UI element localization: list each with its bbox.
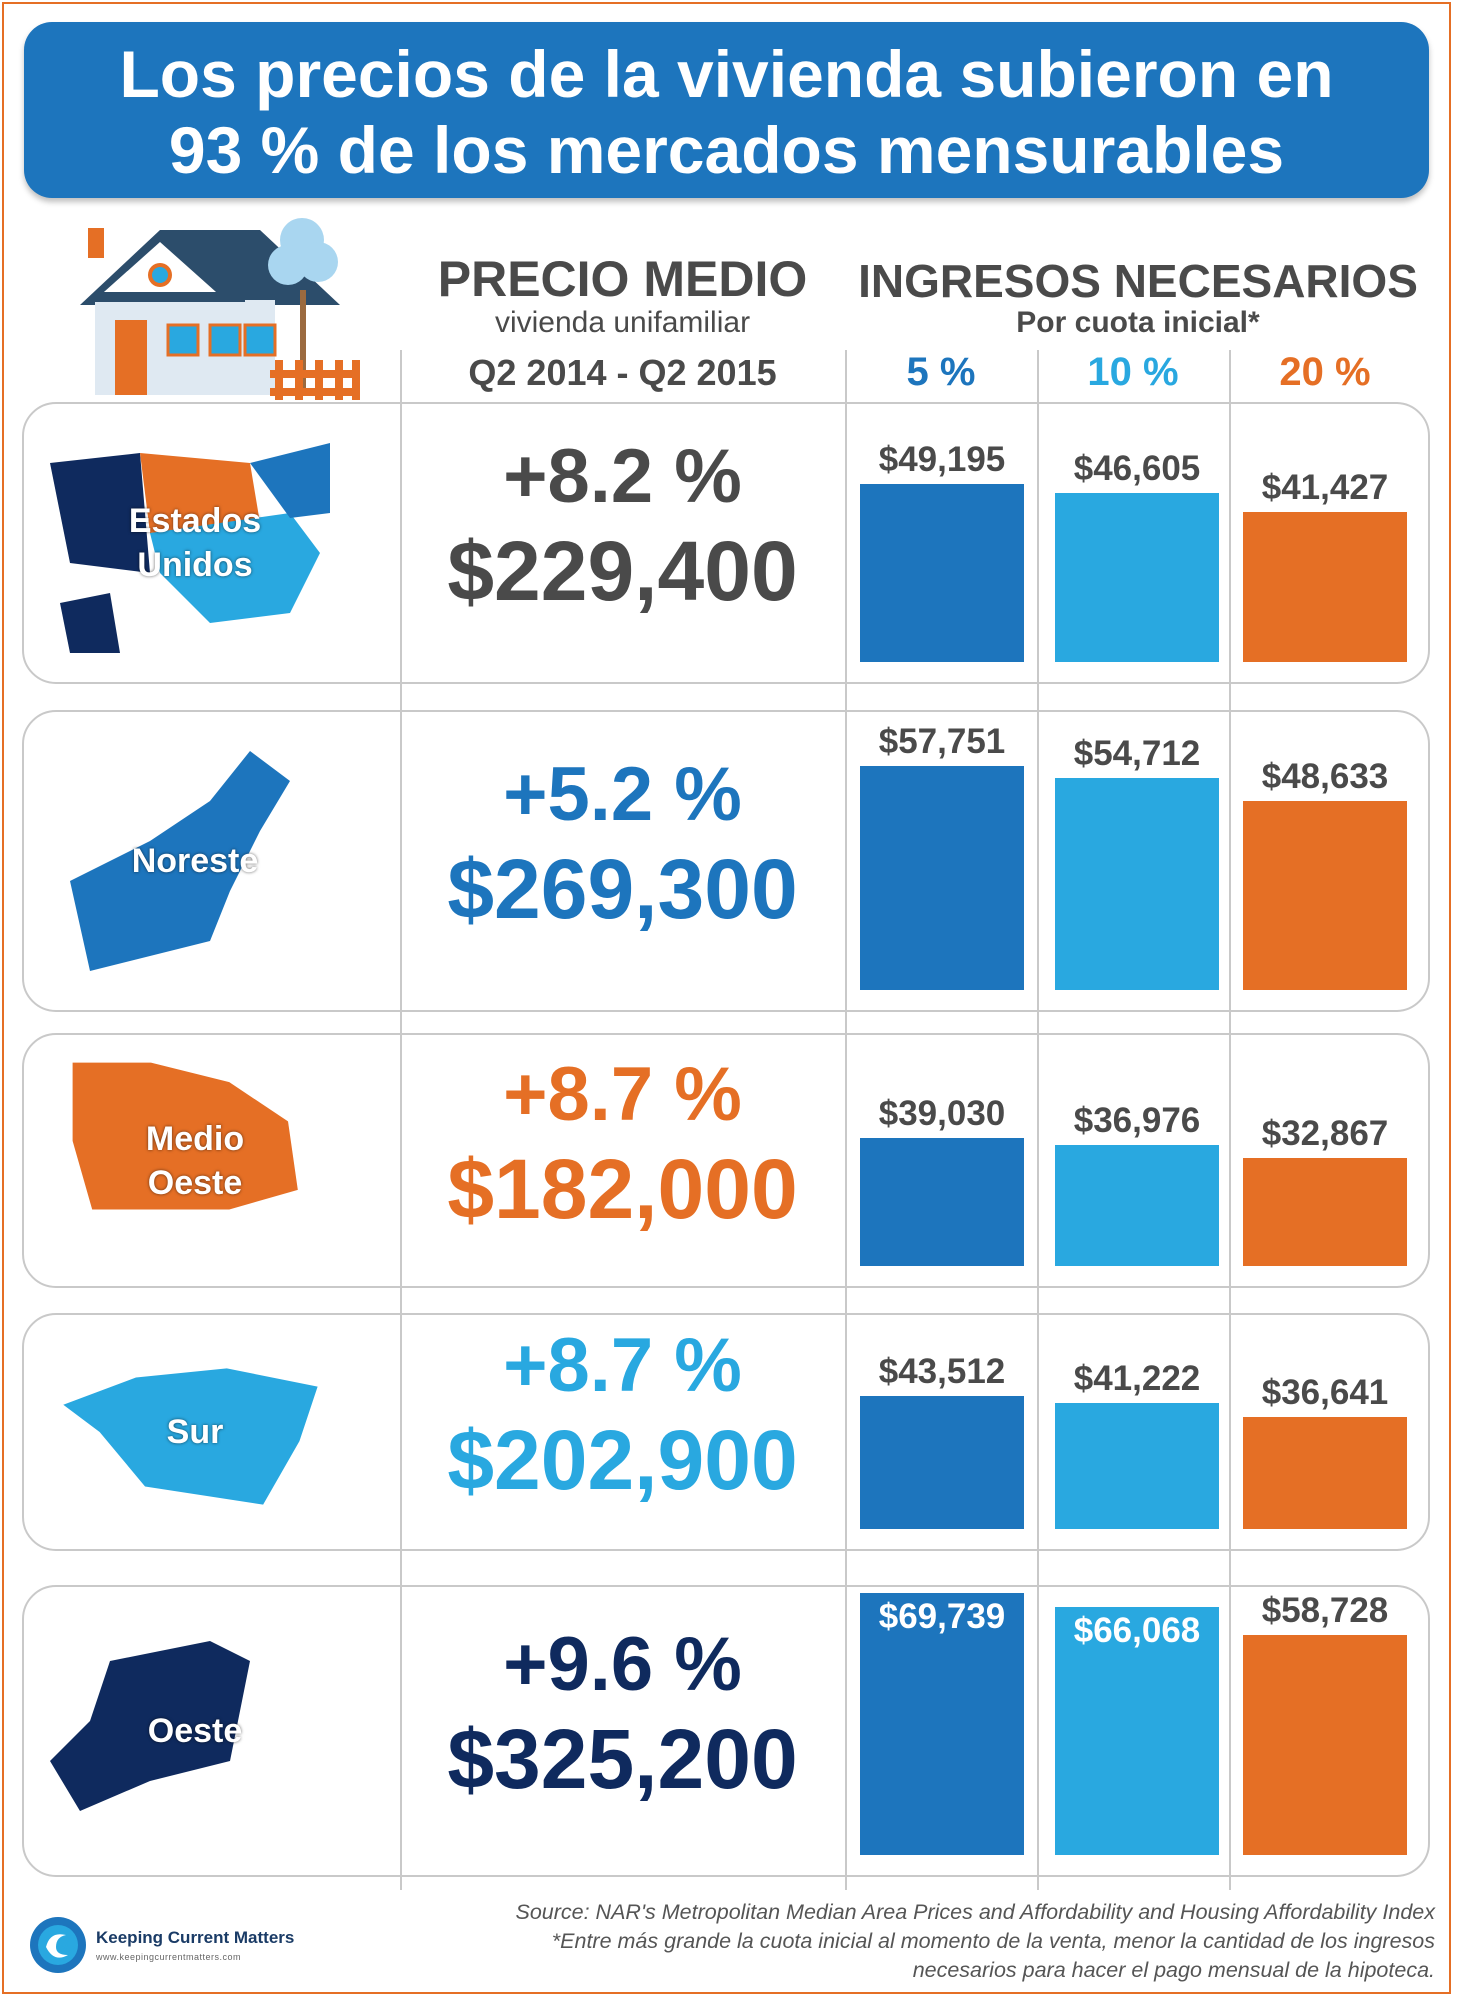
house-icon xyxy=(80,218,360,400)
income-bar-5 xyxy=(860,1593,1024,1855)
income-bar-5 xyxy=(860,1138,1024,1266)
divider-5 xyxy=(845,350,847,1890)
income-bar-20 xyxy=(1243,1417,1407,1529)
income-bar-label: $48,633 xyxy=(1261,757,1389,796)
income-bar-label: $54,712 xyxy=(1073,734,1201,773)
col-header-5: 5 % xyxy=(906,350,976,394)
income-bar-label: $66,068 xyxy=(1073,1611,1201,1650)
income-bar-label: $41,427 xyxy=(1261,468,1389,507)
income-bar-label: $58,728 xyxy=(1261,1591,1389,1630)
income-bar-5 xyxy=(860,1396,1024,1529)
divider-price xyxy=(400,350,402,1890)
region-map-label-line: Medio xyxy=(145,1119,245,1158)
median-price: $182,000 xyxy=(447,1141,798,1236)
region-map-label-line: Oeste xyxy=(147,1163,243,1202)
income-header-title: INGRESOS NECESARIOS xyxy=(858,255,1418,307)
logo-url: www.keepingcurrentmatters.com xyxy=(96,1952,242,1962)
price-header-title: PRECIO MEDIO xyxy=(437,251,808,307)
price-change: +8.7 % xyxy=(503,1051,742,1137)
income-bar-20 xyxy=(1243,1158,1407,1266)
income-bar-10 xyxy=(1055,1607,1219,1855)
price-change: +5.2 % xyxy=(503,752,742,837)
divider-10 xyxy=(1037,350,1039,1890)
income-bar-label: $43,512 xyxy=(878,1352,1006,1391)
income-bar-label: $41,222 xyxy=(1073,1359,1201,1398)
price-change: +8.2 % xyxy=(503,434,742,519)
title-banner: Los precios de la vivienda subieron en 9… xyxy=(24,22,1429,198)
note-line-1: *Entre más grande la cuota inicial al mo… xyxy=(551,1929,1435,1953)
source-text: Source: NAR's Metropolitan Median Area P… xyxy=(515,1900,1435,1924)
income-bar-label: $36,976 xyxy=(1073,1101,1201,1140)
income-bar-label: $46,605 xyxy=(1073,449,1201,488)
region-map-label-line: Noreste xyxy=(131,842,259,880)
income-bar-20 xyxy=(1243,801,1407,990)
income-header-subtitle: Por cuota inicial* xyxy=(1016,306,1260,339)
income-bar-10 xyxy=(1055,778,1219,990)
region-map-icon xyxy=(63,1368,318,1505)
region-map-label-line: Sur xyxy=(166,1413,224,1451)
title-line-2: 93 % de los mercados mensurables xyxy=(168,113,1285,187)
region-map-label-line: Unidos xyxy=(137,546,253,584)
income-bar-20 xyxy=(1243,512,1407,662)
price-change: +9.6 % xyxy=(503,1622,742,1707)
income-bar-20 xyxy=(1243,1635,1407,1855)
median-price: $325,200 xyxy=(447,1712,798,1806)
income-bar-10 xyxy=(1055,1403,1219,1529)
income-bar-label: $49,195 xyxy=(878,440,1006,479)
region-map-label: Noreste xyxy=(90,839,300,883)
income-bar-label: $32,867 xyxy=(1261,1114,1389,1153)
logo-name: Keeping Current Matters xyxy=(96,1928,295,1947)
region-map-label: Oeste xyxy=(90,1709,300,1753)
income-bar-5 xyxy=(860,766,1024,990)
keeping-current-matters-logo-icon xyxy=(30,1917,86,1973)
note-line-2: necesarios para hacer el pago mensual de… xyxy=(912,1958,1435,1982)
region-map-label-line: Estados xyxy=(128,502,262,540)
income-bar-10 xyxy=(1055,1145,1219,1266)
region-map-icon xyxy=(50,443,330,653)
title-line-1: Los precios de la vivienda subieron en xyxy=(119,37,1334,111)
col-header-10: 10 % xyxy=(1087,350,1179,394)
price-header-subtitle: vivienda unifamiliar xyxy=(494,306,751,339)
income-bar-5 xyxy=(860,484,1024,662)
median-price: $229,400 xyxy=(447,524,798,618)
income-bar-label: $39,030 xyxy=(878,1094,1006,1133)
region-map-icon xyxy=(70,751,290,971)
region-map-icon xyxy=(72,1062,298,1210)
region-map-label: Medio Oeste xyxy=(90,1117,300,1205)
price-header-period: Q2 2014 - Q2 2015 xyxy=(468,352,777,393)
income-bar-10 xyxy=(1055,493,1219,662)
median-price: $269,300 xyxy=(447,842,798,936)
divider-20 xyxy=(1229,350,1231,1890)
region-map-label: Estados Unidos xyxy=(90,499,300,587)
footer-source: Source: NAR's Metropolitan Median Area P… xyxy=(435,1898,1435,1985)
region-map-icon xyxy=(50,1641,250,1811)
region-map-label-line: Oeste xyxy=(147,1712,243,1750)
region-map-label: Sur xyxy=(90,1410,300,1454)
price-change: +8.7 % xyxy=(503,1323,742,1408)
income-bar-label: $69,739 xyxy=(878,1597,1006,1636)
col-header-20: 20 % xyxy=(1279,350,1371,394)
median-price: $202,900 xyxy=(447,1413,798,1507)
income-bar-label: $57,751 xyxy=(878,722,1006,761)
income-bar-label: $36,641 xyxy=(1261,1373,1389,1412)
